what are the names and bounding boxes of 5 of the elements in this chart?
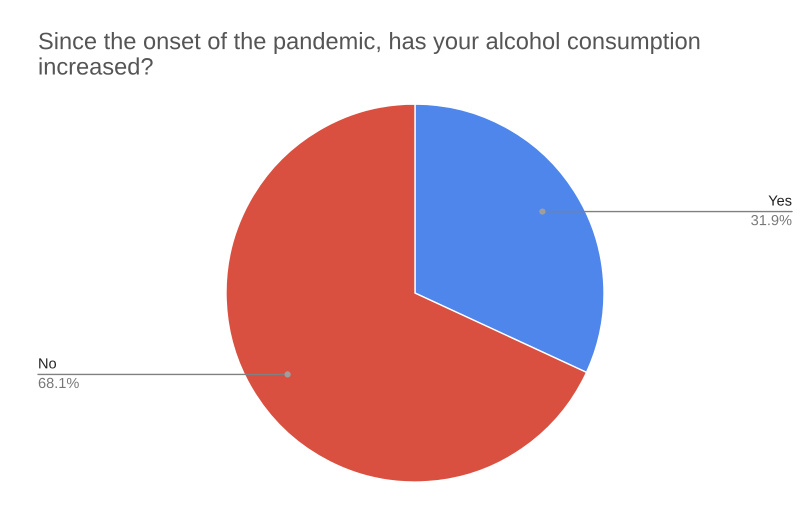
data-label: 68.1% xyxy=(38,378,79,388)
data-label: 31.9% xyxy=(751,214,792,226)
chart-title: Since the onset of the pandemic, has your alcohol consumption increased? xyxy=(39,32,700,75)
slice-label: No xyxy=(39,358,56,369)
slice-label: Yes xyxy=(768,196,792,206)
